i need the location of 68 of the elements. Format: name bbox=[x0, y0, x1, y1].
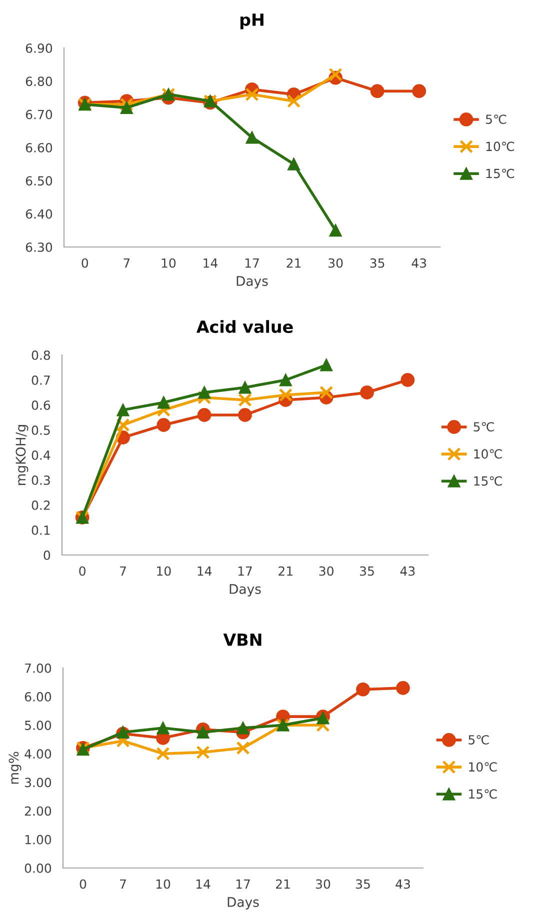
legend-label: 15℃ bbox=[486, 168, 514, 178]
x-tick-label: 10 bbox=[156, 879, 170, 889]
y-tick-label: 6.70 bbox=[26, 110, 52, 120]
x-tick-label: 35 bbox=[360, 566, 374, 576]
x-tick-label: 17 bbox=[245, 258, 259, 268]
legend-label: 5℃ bbox=[468, 735, 489, 745]
x-tick-label: 14 bbox=[198, 566, 212, 576]
x-tick-label: 7 bbox=[120, 879, 126, 889]
x-tick-label: 14 bbox=[196, 879, 210, 889]
legend-label: 5℃ bbox=[474, 422, 494, 432]
y-tick-label: 5.00 bbox=[25, 720, 52, 730]
chart-title: pH bbox=[240, 14, 264, 30]
y-tick-label: 1.00 bbox=[25, 834, 52, 844]
legend-label: 15℃ bbox=[469, 789, 497, 799]
y-tick-label: 0.1 bbox=[32, 525, 50, 535]
legend-label: 10℃ bbox=[474, 449, 502, 459]
legend-label: 15℃ bbox=[474, 476, 502, 486]
x-tick-label: 17 bbox=[236, 879, 250, 889]
y-tick-label: 2.00 bbox=[24, 806, 52, 816]
y-tick-label: 0.00 bbox=[24, 863, 52, 873]
y-tick-label: 0.8 bbox=[32, 350, 50, 360]
y-tick-label: 0.5 bbox=[32, 425, 50, 435]
x-tick-label: 14 bbox=[204, 258, 218, 268]
x-tick-label: 21 bbox=[278, 566, 292, 576]
x-tick-label: 30 bbox=[319, 566, 334, 576]
x-tick-label: 21 bbox=[276, 879, 290, 889]
x-tick-label: 0 bbox=[80, 879, 86, 889]
y-tick-label: 0.4 bbox=[32, 450, 50, 460]
x-axis-title: Days bbox=[236, 276, 268, 289]
x-tick-label: 7 bbox=[120, 566, 126, 576]
x-tick-label: 43 bbox=[400, 566, 415, 576]
legend-label: 10℃ bbox=[486, 142, 514, 152]
y-tick-label: 3.00 bbox=[25, 778, 52, 788]
x-tick-label: 43 bbox=[396, 879, 410, 889]
y-tick-label: 4.00 bbox=[24, 749, 52, 759]
x-tick-label: 30 bbox=[328, 258, 343, 268]
y-tick-label: 0.3 bbox=[32, 475, 50, 485]
y-tick-label: 0.6 bbox=[32, 400, 50, 410]
y-tick-label: 6.60 bbox=[26, 142, 52, 152]
y-axis-title: mg% bbox=[8, 752, 22, 784]
y-tick-label: 6.50 bbox=[26, 176, 52, 186]
x-tick-label: 0 bbox=[82, 258, 88, 268]
x-tick-label: 21 bbox=[286, 258, 301, 268]
chart-title: VBN bbox=[223, 634, 262, 646]
y-tick-label: 7.00 bbox=[25, 663, 52, 673]
x-tick-label: 17 bbox=[238, 566, 252, 576]
y-tick-label: 0 bbox=[44, 550, 50, 560]
y-tick-label: 6.40 bbox=[26, 209, 52, 219]
y-tick-label: 0.2 bbox=[32, 500, 50, 510]
y-tick-label: 6.80 bbox=[26, 76, 52, 86]
chart-title: Acid value bbox=[196, 320, 293, 334]
x-tick-label: 43 bbox=[412, 258, 426, 268]
x-tick-label: 7 bbox=[124, 258, 130, 268]
x-tick-label: 35 bbox=[356, 879, 370, 889]
y-axis-title: mgKOH/g bbox=[16, 425, 28, 485]
y-tick-label: 6.00 bbox=[24, 692, 52, 702]
legend-label: 5℃ bbox=[486, 114, 506, 124]
x-tick-label: 35 bbox=[370, 258, 384, 268]
x-tick-label: 10 bbox=[162, 258, 176, 268]
legend-label: 10℃ bbox=[469, 762, 497, 772]
y-tick-label: 6.90 bbox=[26, 43, 52, 53]
x-axis-title: Days bbox=[228, 897, 259, 910]
x-tick-label: 10 bbox=[157, 566, 171, 576]
y-tick-label: 6.30 bbox=[26, 242, 52, 252]
x-tick-label: 30 bbox=[316, 879, 330, 889]
y-tick-label: 0.7 bbox=[32, 375, 50, 385]
x-tick-label: 0 bbox=[79, 566, 86, 576]
x-axis-title: Days bbox=[230, 584, 261, 597]
